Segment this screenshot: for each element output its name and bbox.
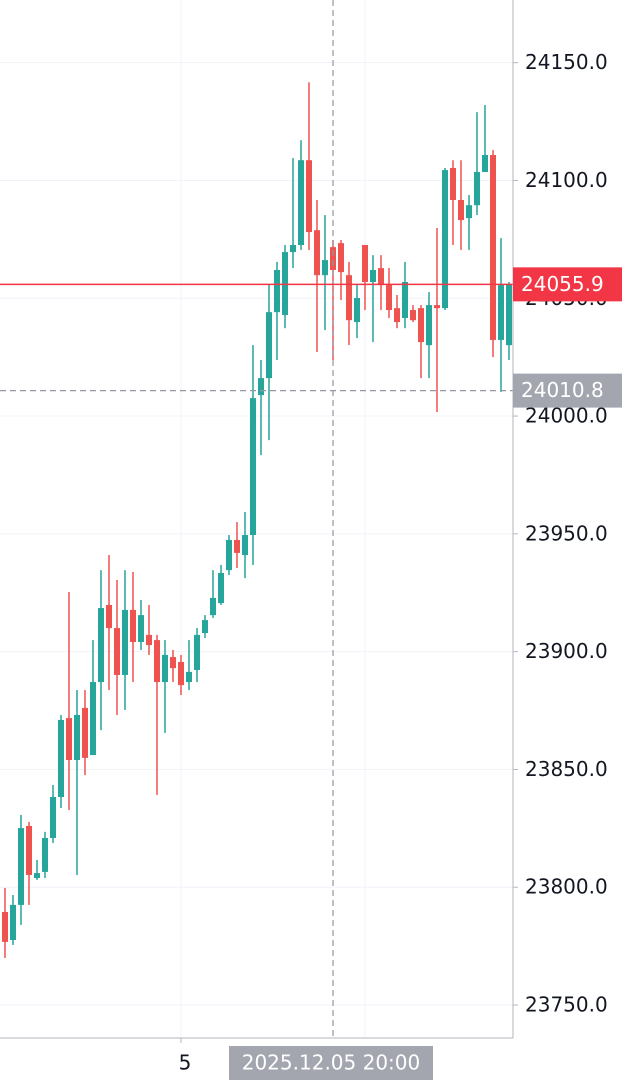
candle-body	[162, 654, 168, 683]
candle-body	[106, 604, 112, 629]
candle-body	[290, 245, 296, 253]
candle-body	[26, 825, 32, 875]
candle-body	[234, 539, 240, 553]
candle-body	[298, 160, 304, 246]
candle-body	[74, 715, 80, 761]
candle-body	[2, 911, 8, 942]
candle-body	[434, 305, 440, 309]
candle-body	[210, 597, 216, 616]
candle-body	[34, 873, 40, 879]
candle-body	[186, 671, 192, 683]
candle-body	[10, 904, 16, 940]
crosshair-price-box	[513, 373, 622, 408]
candle-body	[338, 243, 344, 273]
candle-body	[386, 285, 392, 311]
candle-body	[98, 608, 104, 683]
crosshair-time-box	[229, 1046, 433, 1080]
candle-body	[346, 275, 352, 321]
candle-body	[266, 312, 272, 379]
candle-body	[354, 298, 360, 323]
axes: 23750.023800.023850.023900.023950.024000…	[179, 50, 622, 1080]
candle-body	[50, 796, 56, 838]
candle-body	[90, 682, 96, 756]
candle-body	[170, 657, 176, 669]
candle-body	[66, 718, 72, 761]
candle-body	[482, 155, 488, 172]
last-price-label: 24055.9	[521, 272, 604, 296]
candle-body	[42, 837, 48, 872]
candle-body	[506, 284, 512, 346]
candle-body	[362, 245, 368, 282]
candle-body	[330, 247, 336, 270]
y-tick-label: 24150.0	[525, 50, 608, 74]
candle-body	[450, 167, 456, 201]
candle-body	[226, 539, 232, 571]
x-tick-label: 5	[179, 1051, 192, 1075]
candle-body	[154, 640, 160, 683]
candle-body	[490, 155, 496, 340]
candle-body	[250, 398, 256, 536]
candle-body	[58, 719, 64, 797]
overlay	[0, 0, 513, 1038]
candle-body	[122, 609, 128, 675]
candle-body	[458, 200, 464, 221]
candle-body	[258, 378, 264, 396]
y-tick-label: 23750.0	[525, 993, 608, 1017]
candle-body	[498, 285, 504, 340]
candle-body	[402, 281, 408, 319]
candles	[2, 82, 512, 958]
candle-body	[82, 707, 88, 758]
crosshair-price-label: 24010.8	[521, 378, 604, 402]
candle-body	[202, 620, 208, 634]
y-tick-label: 23950.0	[525, 521, 608, 545]
candle-body	[426, 305, 432, 346]
candle-body	[242, 535, 248, 556]
candle-body	[130, 609, 136, 642]
candle-body	[322, 260, 328, 276]
candle-body	[18, 828, 24, 905]
candle-body	[282, 252, 288, 315]
candle-body	[474, 171, 480, 206]
candle-body	[138, 615, 144, 642]
last-price-box	[513, 267, 622, 302]
candle-body	[178, 662, 184, 686]
candle-body	[314, 230, 320, 276]
y-tick-label: 23800.0	[525, 875, 608, 899]
candle-body	[418, 308, 424, 343]
candle-body	[378, 268, 384, 286]
candle-body	[410, 310, 416, 321]
candle-body	[370, 269, 376, 282]
candle-body	[442, 170, 448, 309]
candle-body	[274, 269, 280, 313]
y-tick-label: 23900.0	[525, 639, 608, 663]
candle-body	[466, 205, 472, 219]
candle-body	[218, 572, 224, 604]
y-tick-label: 23850.0	[525, 757, 608, 781]
candle-body	[114, 628, 120, 675]
candle-body	[306, 160, 312, 233]
crosshair-time-label: 2025.12.05 20:00	[242, 1051, 421, 1075]
grid	[0, 0, 513, 1038]
candle-body	[194, 634, 200, 671]
candle-body	[146, 634, 152, 646]
y-tick-label: 24100.0	[525, 168, 608, 192]
candle-body	[394, 308, 400, 323]
